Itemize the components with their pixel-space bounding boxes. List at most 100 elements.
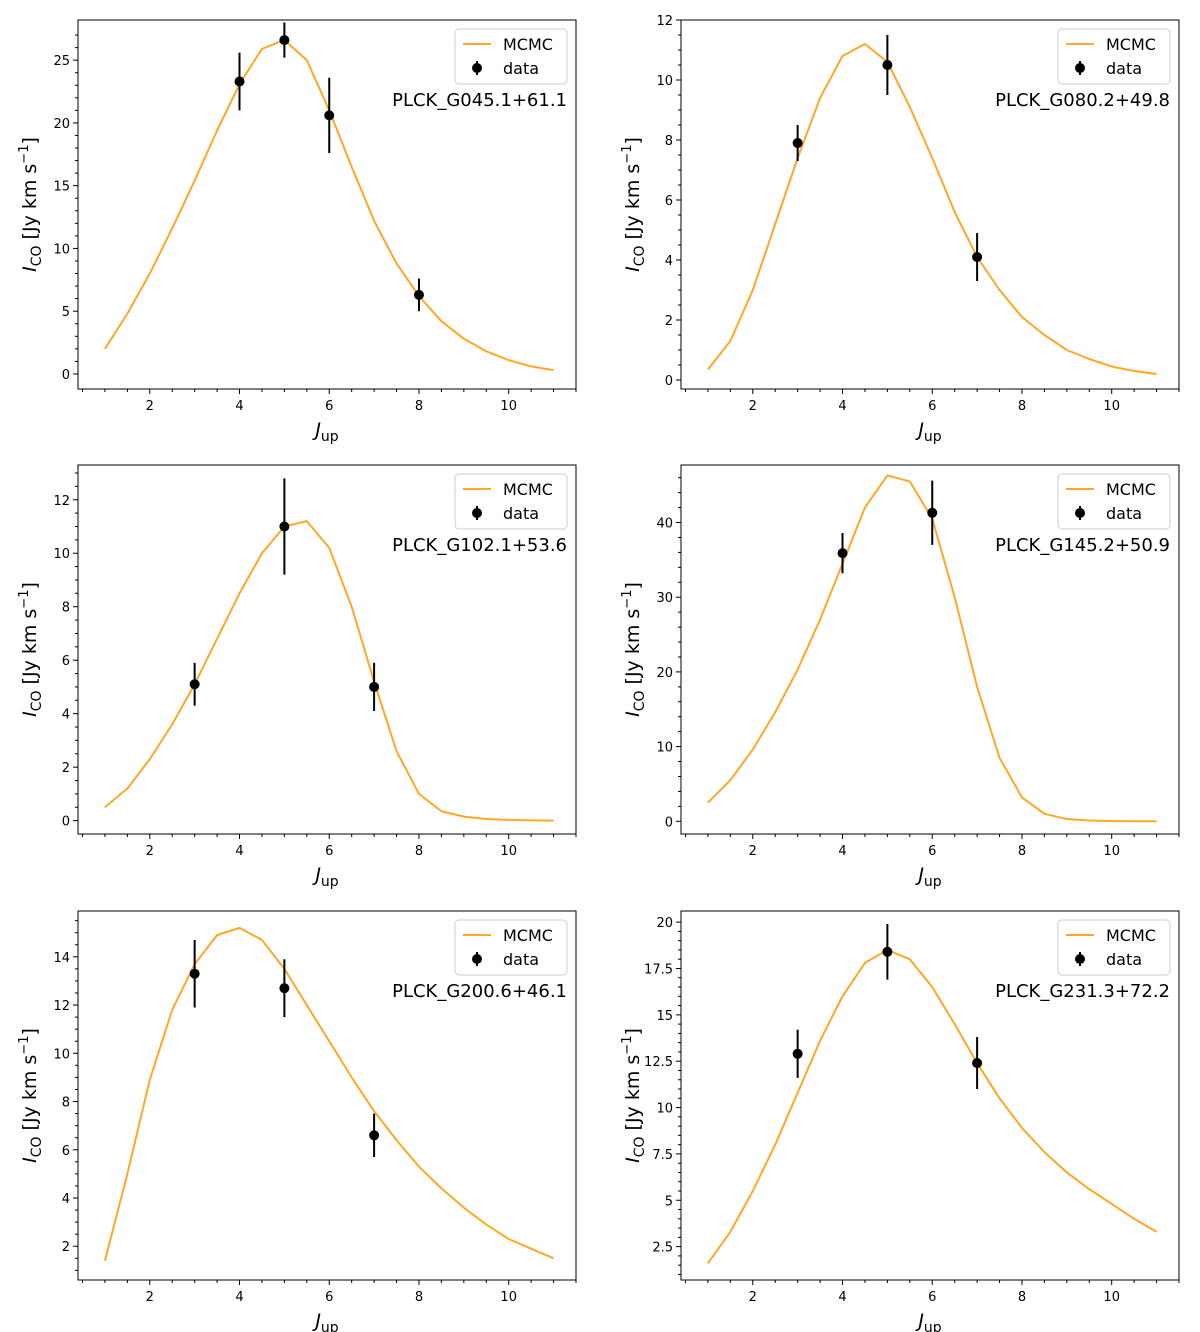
y-tick-label: 0 <box>665 374 673 389</box>
axes-frame <box>680 464 1180 835</box>
x-tick-label: 4 <box>235 399 243 414</box>
x-tick-label: 2 <box>749 844 757 859</box>
x-tick-label: 4 <box>838 399 846 414</box>
legend-data-label: data <box>1106 59 1142 78</box>
x-tick-label: 10 <box>1103 1290 1120 1305</box>
x-tick-label: 10 <box>1103 399 1120 414</box>
y-tick-label: 10 <box>53 1047 70 1062</box>
legend-mcmc-label: MCMC <box>503 926 553 945</box>
legend: MCMC data <box>1057 473 1171 530</box>
x-tick-label: 6 <box>325 1290 333 1305</box>
panel-5: 2 4 6 8 10 2 4 6 8 10 12 14 Jup ICO [Jy km s−1] MCMC da… <box>17 910 577 1332</box>
x-axis-label: Jup <box>914 864 941 890</box>
legend: MCMC data <box>454 919 568 976</box>
data-point <box>234 76 245 87</box>
y-tick-label: 8 <box>62 1096 70 1111</box>
y-tick-label: 2 <box>62 1240 70 1255</box>
legend: MCMC data <box>1057 919 1171 976</box>
y-axis-label: ICO [Jy km s−1] <box>620 137 648 272</box>
x-tick-label: 6 <box>325 399 333 414</box>
panel-4: 2 4 6 8 10 0 10 20 30 40 Jup ICO [Jy km s−1] MCMC dat… <box>620 464 1180 890</box>
data-point <box>837 548 848 559</box>
y-axis-label: ICO [Jy km s−1] <box>17 1028 45 1163</box>
data-point <box>369 1130 380 1141</box>
y-tick-label: 5 <box>62 305 70 320</box>
legend-data-marker <box>1075 63 1085 73</box>
x-tick-label: 4 <box>838 1290 846 1305</box>
y-tick-label: 10 <box>656 741 673 756</box>
y-tick-label: 10 <box>656 1102 673 1117</box>
y-tick-label: 0 <box>62 368 70 383</box>
y-tick-label: 2 <box>62 761 70 776</box>
legend-box <box>1057 473 1171 530</box>
x-tick-label: 6 <box>928 1290 936 1305</box>
y-axis-label: ICO [Jy km s−1] <box>620 1028 648 1163</box>
legend-data-label: data <box>503 950 539 969</box>
axes-frame <box>680 19 1180 390</box>
legend-box <box>454 473 568 530</box>
y-tick-label: 40 <box>656 517 673 532</box>
legend-mcmc-label: MCMC <box>1106 35 1156 54</box>
x-tick-label: 2 <box>146 1290 154 1305</box>
legend-box <box>1057 919 1171 976</box>
y-tick-label: 15 <box>656 1009 673 1024</box>
legend-data-label: data <box>1106 950 1142 969</box>
panel-title: PLCK_G080.2+49.8 <box>995 90 1170 111</box>
x-tick-label: 2 <box>146 844 154 859</box>
legend-data-marker <box>1075 954 1085 964</box>
x-tick-label: 6 <box>928 399 936 414</box>
x-tick-label: 10 <box>500 844 517 859</box>
legend-data-label: data <box>503 504 539 523</box>
x-tick-label: 8 <box>415 1290 423 1305</box>
x-axis-label: Jup <box>311 419 338 445</box>
x-axis-label: Jup <box>914 1310 941 1332</box>
y-axis-label: ICO [Jy km s−1] <box>17 582 45 717</box>
mcmc-curve <box>104 520 554 822</box>
y-tick-label: 10 <box>53 547 70 562</box>
y-tick-label: 8 <box>665 134 673 149</box>
legend-data-marker <box>1075 508 1085 518</box>
legend-mcmc-label: MCMC <box>503 480 553 499</box>
data-point <box>324 110 335 121</box>
y-tick-label: 17.5 <box>644 962 673 977</box>
y-tick-label: 6 <box>62 654 70 669</box>
data-point <box>279 35 290 46</box>
x-tick-label: 6 <box>928 844 936 859</box>
data-point <box>413 289 424 300</box>
data-point <box>279 521 290 532</box>
data-point <box>792 1048 803 1059</box>
panel-2: 2 4 6 8 10 0 2 4 6 8 10 12 Jup ICO [Jy km s−1] MCMC dat… <box>620 14 1180 445</box>
legend-data-marker <box>472 508 482 518</box>
panel-title: PLCK_G231.3+72.2 <box>995 981 1170 1002</box>
x-tick-label: 10 <box>1103 844 1120 859</box>
y-tick-label: 12.5 <box>644 1055 673 1070</box>
panel-3: 2 4 6 8 10 0 2 4 6 8 10 12 Jup ICO [Jy km s−1] MCMC dat… <box>17 464 577 890</box>
data-point <box>792 138 803 148</box>
data-point <box>189 968 200 979</box>
x-axis-label: Jup <box>311 864 338 890</box>
panel-title: PLCK_G102.1+53.6 <box>392 535 567 556</box>
panel-1: 2 4 6 8 10 0 5 10 15 20 25 Jup ICO [Jy km s−1] MCMC da… <box>17 19 577 445</box>
x-tick-label: 2 <box>749 399 757 414</box>
y-tick-label: 2.5 <box>652 1241 673 1256</box>
panel-title: PLCK_G200.6+46.1 <box>392 981 567 1002</box>
y-tick-label: 4 <box>62 1192 70 1207</box>
legend-data-marker <box>472 954 482 964</box>
x-axis-label: Jup <box>914 419 941 445</box>
y-tick-label: 0 <box>62 815 70 830</box>
x-tick-label: 4 <box>235 1290 243 1305</box>
axes-frame <box>77 910 577 1281</box>
x-tick-label: 6 <box>325 844 333 859</box>
legend: MCMC data <box>1057 28 1171 85</box>
x-tick-label: 10 <box>500 1290 517 1305</box>
y-tick-label: 10 <box>656 74 673 89</box>
y-tick-label: 25 <box>53 54 70 69</box>
axes-frame <box>77 19 577 390</box>
y-tick-label: 7.5 <box>652 1148 673 1163</box>
panel-6: 2 4 6 8 10 2.5 5 7.5 10 12.5 15 17.5 20 Jup ICO [Jy km… <box>620 910 1180 1332</box>
legend-data-marker <box>472 63 482 73</box>
x-tick-label: 4 <box>838 844 846 859</box>
mcmc-curve <box>707 948 1158 1264</box>
legend-mcmc-label: MCMC <box>1106 926 1156 945</box>
